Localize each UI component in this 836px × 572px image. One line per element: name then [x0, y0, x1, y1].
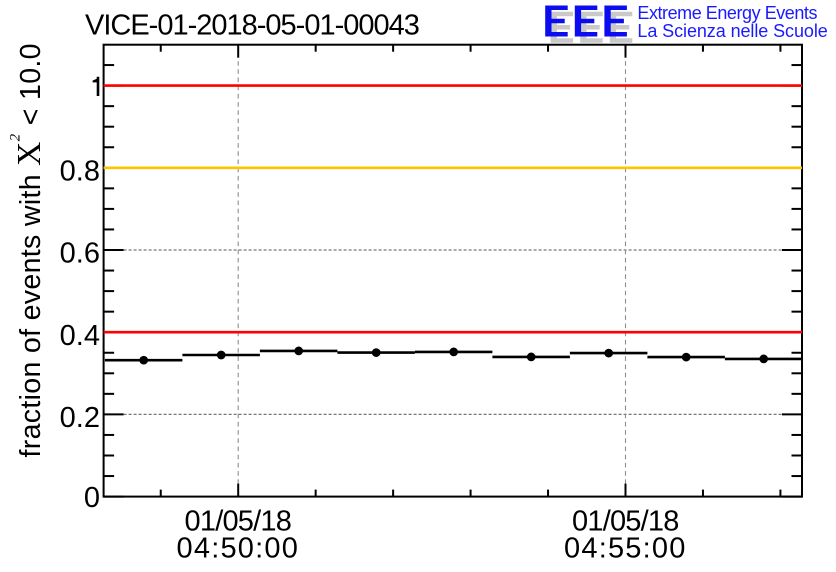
- svg-text:0.2: 0.2: [60, 402, 100, 434]
- svg-text:0.6: 0.6: [60, 238, 100, 270]
- svg-text:0: 0: [84, 482, 100, 514]
- svg-text:0.4: 0.4: [60, 320, 100, 352]
- svg-text:01/05/18: 01/05/18: [572, 505, 679, 537]
- svg-text:0.8: 0.8: [60, 155, 100, 187]
- svg-text:01/05/18: 01/05/18: [185, 505, 292, 537]
- svg-text:04:50:00: 04:50:00: [177, 533, 300, 565]
- svg-text:fraction of events with X2 < 1: fraction of events with X2 < 10.0: [8, 43, 49, 457]
- svg-text:La Scienza nelle Scuole: La Scienza nelle Scuole: [637, 21, 827, 41]
- svg-text:Extreme Energy Events: Extreme Energy Events: [637, 3, 817, 23]
- svg-text:04:55:00: 04:55:00: [564, 533, 687, 565]
- svg-text:VICE-01-2018-05-01-00043: VICE-01-2018-05-01-00043: [85, 10, 419, 42]
